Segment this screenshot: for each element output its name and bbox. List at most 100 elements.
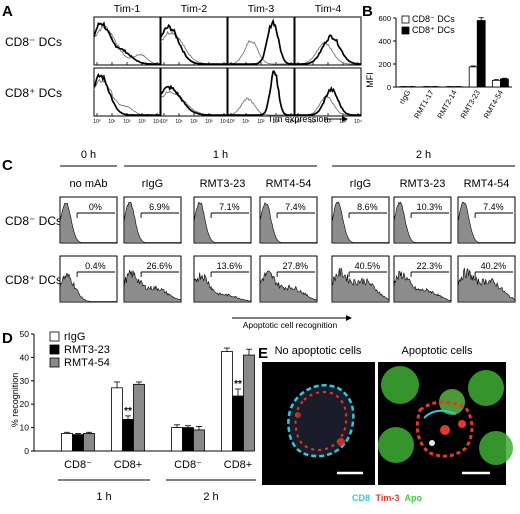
apoptotic-cell [381, 366, 419, 404]
y-tick-label: 400 [378, 37, 391, 46]
x-category-label: RMT1-17 [412, 89, 435, 121]
tick-label: 10⁰ [294, 119, 302, 125]
panel-d-recognition-chart: % recognition 0 10 20 30 40 50 CD8⁻ CD8+ CD8⁻ CD8… [10, 329, 256, 503]
antibody-header: no mAb [70, 178, 108, 190]
legend-label: CD8⁺ DCs [412, 25, 455, 35]
panel-c-xlabel: Apoptotic cell recognition [243, 320, 338, 330]
histogram-line-antibody [294, 34, 361, 65]
histogram-area [457, 201, 516, 244]
y-tick-label: 200 [378, 60, 391, 69]
arrow-right-icon [342, 116, 348, 122]
legend-label: rIgG [64, 331, 85, 343]
percent-label: 7.4% [483, 202, 504, 212]
tim-column-header: Tim-3 [248, 3, 275, 15]
histogram-area [393, 201, 452, 244]
histogram-line-antibody [93, 72, 160, 116]
histogram-area [393, 270, 452, 303]
row-label: CD8⁻ DCs [5, 214, 62, 228]
time-header: 2 h [416, 149, 431, 161]
tim3-spot [458, 420, 466, 428]
panel-label-a: A [2, 3, 13, 20]
significance-marker: ** [124, 406, 132, 417]
panel-label-c: C [2, 157, 13, 174]
legend-label: RMT3-23 [64, 344, 110, 356]
time-label: 2 h [203, 491, 218, 503]
bar [83, 433, 95, 452]
tick-label: 10² [190, 119, 198, 125]
panel-a-histograms: Tim-1 Tim-2 Tim-3 Tim-4 CD8⁻ DCs CD8⁺ DCs 10… [5, 3, 362, 125]
panel-d-ylabel: % recognition [10, 373, 20, 428]
stain-legend: CD8 Tim-3 Apo [352, 493, 423, 503]
group-label: CD8⁻ [64, 459, 92, 471]
legend-swatch [401, 26, 410, 35]
panel-e-title-no-apoptotic: No apoptotic cells [275, 345, 362, 357]
bar [193, 429, 205, 452]
group-label: CD8+ [224, 459, 252, 471]
arrow-right-icon [346, 315, 352, 321]
y-tick-label: 50 [20, 329, 30, 339]
legend-tim3: Tim-3 [376, 493, 400, 503]
y-tick-label: 30 [20, 376, 30, 386]
histogram-area [193, 272, 252, 303]
tick-label: 10¹ [175, 119, 183, 125]
percent-label: 0.4% [85, 261, 106, 271]
cell-no-apoptotic [287, 383, 355, 458]
histogram-line-isotype [227, 97, 295, 116]
bar [476, 20, 486, 88]
colocalization-spot [429, 440, 435, 446]
antibody-header: RMT3-23 [200, 178, 246, 190]
percent-label: 40.2% [481, 261, 507, 271]
bar [61, 433, 73, 452]
tick-label: 10³ [272, 119, 280, 125]
histogram-area [59, 202, 118, 244]
percent-label: 13.6% [217, 261, 243, 271]
y-tick-label: 20 [20, 399, 30, 409]
histogram-area [457, 267, 516, 303]
apoptotic-cell [439, 389, 465, 415]
y-tick-label: 0 [24, 446, 29, 456]
y-tick-label: 40 [20, 352, 30, 362]
panel-b-ylabel: MFI [365, 72, 375, 88]
tim3-membrane-stain [294, 391, 348, 452]
legend-swatch [401, 15, 410, 24]
tim3-spot [440, 425, 450, 435]
tick-label: 10³ [339, 119, 347, 125]
histogram-frame [160, 16, 228, 66]
y-tick-label: 0 [387, 83, 391, 92]
tick-label: 10⁴ [287, 119, 295, 125]
percent-label: 10.3% [417, 202, 443, 212]
histogram-line-antibody [295, 85, 361, 116]
tim-column-header: Tim-1 [114, 3, 141, 15]
tick-label: 10¹ [108, 119, 116, 125]
row-label: CD8⁺ DCs [5, 86, 62, 100]
time-label: 1 h [96, 491, 111, 503]
legend-apo: Apo [405, 493, 423, 503]
row-label: CD8⁻ DCs [5, 35, 62, 49]
tick-label: 10³ [205, 119, 213, 125]
tick-label: 10⁰ [93, 119, 101, 125]
tick-label: 10² [123, 119, 131, 125]
tim-column-header: Tim-2 [181, 3, 208, 15]
bar [133, 383, 145, 452]
legend-cd8: CD8 [352, 493, 370, 503]
antibody-header: RMT4-54 [464, 178, 510, 190]
percent-label: 26.6% [147, 261, 173, 271]
tim3-stain [415, 400, 474, 458]
bar [111, 387, 123, 452]
histogram-line-antibody [160, 84, 227, 116]
apoptotic-cell [378, 427, 414, 463]
tim3-spot [337, 438, 345, 446]
panel-label-d: D [2, 330, 13, 347]
x-category-label: RMT4-54 [482, 89, 505, 121]
percent-label: 22.3% [417, 261, 443, 271]
histogram-area [331, 201, 390, 244]
y-tick-label: 600 [378, 14, 391, 23]
x-category-label: RMT2-14 [435, 89, 458, 121]
histogram-line-antibody [227, 70, 295, 116]
legend-label: CD8⁻ DCs [412, 14, 455, 24]
panel-a-xlabel: Tim expression [268, 114, 329, 124]
y-tick-label: 10 [20, 423, 30, 433]
bar [221, 351, 233, 452]
panel-label-e: E [258, 345, 268, 362]
cd8-stain [423, 409, 457, 419]
